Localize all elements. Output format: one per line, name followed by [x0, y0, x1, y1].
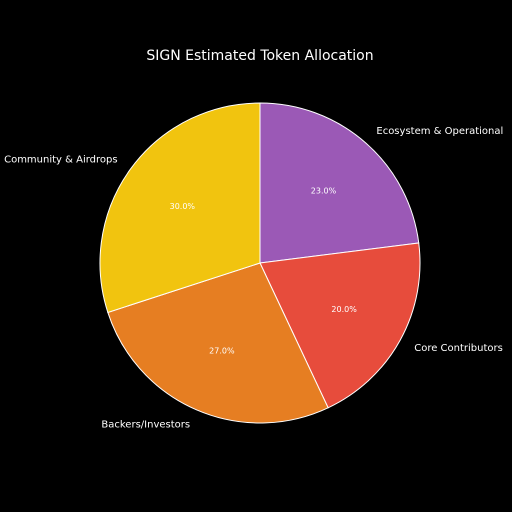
pie-slice-core-contributors [259, 242, 421, 409]
pie-category-label-community-airdrops: Community & Airdrops [4, 155, 118, 166]
pie-slice-backers-investors [107, 262, 329, 424]
pie-pct-label-core-contributors: 20.0% [331, 305, 357, 314]
chart-title: SIGN Estimated Token Allocation [146, 48, 373, 64]
pie-category-label-ecosystem-operational: Ecosystem & Operational [376, 126, 503, 137]
pie-labels: 23.0% Ecosystem & Operational 20.0% Core Co… [4, 126, 503, 431]
pie-slice-community-airdrops [99, 102, 261, 314]
pie-category-label-core-contributors: Core Contributors [414, 343, 503, 354]
pie-pct-label-ecosystem-operational: 23.0% [311, 186, 337, 195]
pie-pct-label-community-airdrops: 30.0% [170, 202, 196, 211]
pie-category-label-backers-investors: Backers/Investors [101, 420, 190, 431]
pie-pct-label-backers-investors: 27.0% [209, 347, 235, 356]
pie-slices [99, 102, 421, 424]
pie-slice-ecosystem-operational [259, 102, 420, 264]
